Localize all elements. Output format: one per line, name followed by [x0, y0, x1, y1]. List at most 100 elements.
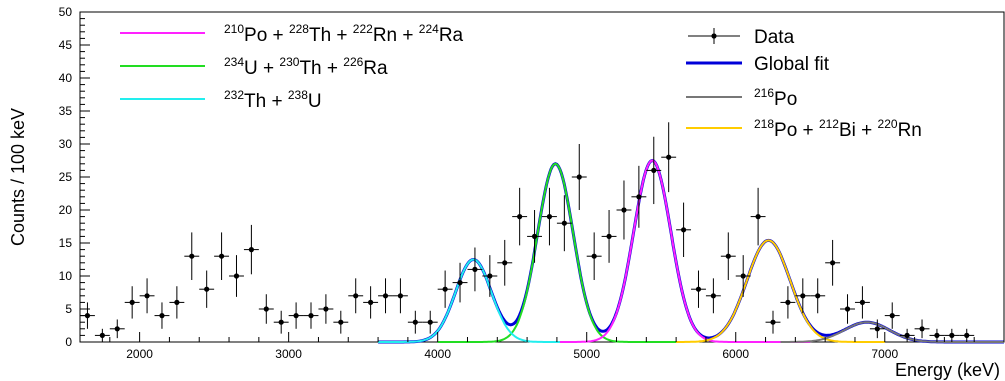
x-tick-label: 5000 — [573, 347, 600, 361]
fit-curve-234u-230th-226ra — [437, 162, 677, 343]
data-point — [825, 239, 841, 286]
y-tick-label: 35 — [59, 104, 73, 118]
data-point — [661, 122, 677, 193]
data-point — [795, 278, 811, 314]
data-point-marker — [457, 280, 463, 286]
y-tick-label: 5 — [65, 302, 72, 316]
data-point-marker — [502, 260, 508, 266]
data-point-marker — [740, 273, 746, 279]
data-point — [452, 262, 468, 303]
x-axis-title: Energy (keV) — [895, 360, 1000, 380]
data-point — [303, 302, 319, 329]
data-point-marker — [576, 174, 582, 180]
data-point — [854, 286, 870, 319]
data-point-marker — [606, 233, 612, 239]
data-point-marker — [621, 207, 627, 213]
fit-curve-232th-238u — [378, 258, 560, 343]
plot-frame — [79, 11, 1005, 343]
data-point — [258, 294, 274, 324]
data-point — [750, 187, 766, 246]
data-points — [80, 122, 975, 342]
data-point — [497, 239, 513, 286]
data-point-marker — [129, 299, 135, 305]
data-point-marker — [859, 299, 866, 305]
data-point — [214, 232, 230, 280]
data-point-marker — [427, 319, 433, 325]
data-point — [273, 310, 289, 334]
data-point-marker — [531, 233, 538, 239]
data-point — [929, 328, 945, 342]
data-point — [899, 328, 915, 342]
y-tick-label: 15 — [59, 236, 73, 250]
legend-label: 210Po + 228Th + 222Rn + 224Ra — [224, 22, 464, 46]
data-point — [109, 319, 125, 339]
data-point-marker — [874, 326, 880, 332]
data-point — [139, 278, 155, 314]
data-point-marker — [218, 253, 225, 259]
legend-label: 232Th + 238U — [224, 88, 322, 112]
data-point — [735, 255, 751, 297]
data-point-marker — [263, 306, 269, 312]
data-point — [333, 310, 349, 334]
data-point — [422, 310, 438, 334]
data-point-marker — [233, 273, 240, 279]
data-point — [527, 210, 542, 263]
data-point — [392, 278, 408, 314]
data-point-marker — [99, 332, 105, 338]
data-point — [199, 270, 215, 308]
data-point — [169, 286, 185, 319]
data-point-marker — [487, 273, 493, 279]
y-tick-label: 50 — [59, 5, 73, 19]
data-point-marker — [964, 332, 970, 338]
data-point-marker — [800, 293, 806, 299]
data-point — [810, 278, 826, 314]
data-point-marker — [472, 266, 478, 272]
data-point-marker — [517, 214, 523, 220]
y-tick-label: 20 — [59, 203, 73, 217]
data-point-marker — [397, 293, 404, 299]
y-tick-label: 40 — [59, 71, 73, 85]
data-point — [184, 232, 200, 280]
data-point-marker — [382, 293, 389, 299]
data-point-marker — [636, 194, 642, 200]
data-point — [154, 302, 170, 329]
x-tick-label: 2000 — [126, 347, 153, 361]
x-tick-label: 6000 — [722, 347, 749, 361]
data-point-marker — [561, 220, 567, 226]
data-point-marker — [308, 313, 314, 319]
data-point — [765, 310, 781, 334]
axes: 0 5 10 15 20 25 30 35 40 45 50 2000 3000 4000 5000 6000… — [59, 5, 1005, 361]
data-point — [407, 310, 423, 334]
y-tick-label: 45 — [59, 38, 73, 52]
data-point — [959, 328, 975, 342]
data-point-marker — [159, 313, 165, 319]
data-point — [124, 286, 140, 319]
x-tick-label: 7000 — [871, 347, 898, 361]
data-point — [363, 286, 379, 319]
data-point-marker — [293, 313, 299, 319]
data-point — [288, 302, 304, 329]
data-point-marker — [114, 326, 120, 332]
data-point-marker — [368, 299, 374, 305]
data-point-marker — [949, 332, 955, 338]
legend-label: 216Po — [754, 86, 797, 110]
data-point — [884, 302, 900, 329]
data-point — [318, 294, 334, 324]
y-tick-label: 0 — [65, 335, 72, 349]
data-point-marker — [412, 319, 418, 325]
data-point-marker — [248, 247, 254, 253]
data-point — [676, 202, 692, 258]
data-point-marker — [204, 286, 210, 292]
data-point-marker — [725, 253, 731, 259]
data-point-marker — [189, 253, 195, 259]
data-point-marker — [755, 214, 761, 220]
data-point-marker — [666, 154, 672, 160]
data-point-marker — [338, 319, 344, 325]
legend: 210Po + 228Th + 222Rn + 224Ra 234U + 230T… — [120, 22, 922, 141]
data-point — [542, 187, 557, 246]
data-point-marker — [904, 332, 910, 338]
data-point — [94, 328, 110, 342]
data-point-marker — [651, 167, 657, 173]
data-point-marker — [695, 286, 702, 292]
y-tick-label: 25 — [59, 170, 73, 184]
